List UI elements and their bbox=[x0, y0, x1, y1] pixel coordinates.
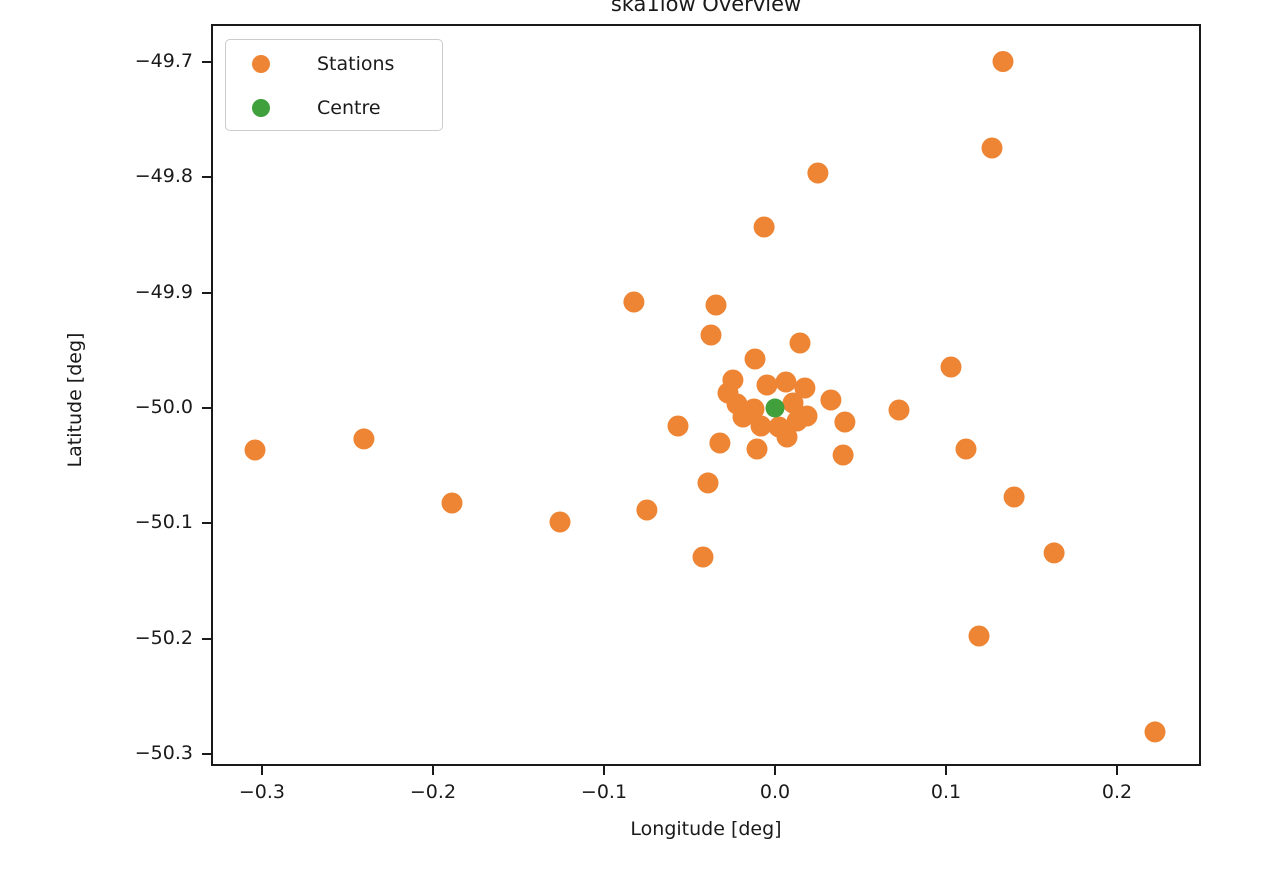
y-tick-mark bbox=[202, 753, 211, 756]
stations-point bbox=[667, 415, 689, 437]
stations-point bbox=[705, 294, 727, 316]
stations-point bbox=[744, 348, 766, 370]
stations-point bbox=[1043, 542, 1065, 564]
stations-point bbox=[636, 499, 658, 521]
y-tick-label: −50.1 bbox=[134, 511, 193, 534]
stations-point bbox=[746, 438, 768, 460]
legend: Stations Centre bbox=[225, 39, 443, 131]
stations-point bbox=[1144, 721, 1166, 743]
stations-point bbox=[750, 415, 772, 437]
x-tick-label: 0.0 bbox=[759, 781, 791, 803]
x-tick-label: 0.2 bbox=[1101, 781, 1133, 803]
stations-point bbox=[820, 389, 842, 411]
y-axis-label: Latitude [deg] bbox=[64, 332, 86, 468]
y-tick-label: −49.8 bbox=[134, 165, 193, 188]
x-tick-mark bbox=[260, 766, 263, 775]
legend-item-centre: Centre bbox=[226, 86, 442, 130]
y-tick-label: −50.3 bbox=[134, 742, 193, 765]
chart-title: ska1low Overview bbox=[610, 0, 802, 16]
y-tick-mark bbox=[202, 522, 211, 525]
y-tick-mark bbox=[202, 291, 211, 294]
y-tick-mark bbox=[202, 60, 211, 63]
x-tick-mark bbox=[774, 766, 776, 775]
stations-point bbox=[709, 432, 731, 454]
stations-point bbox=[834, 411, 856, 433]
scatter-points-canvas bbox=[244, 51, 1166, 743]
y-tick-mark bbox=[202, 176, 211, 179]
centre-marker-icon bbox=[252, 99, 270, 117]
stations-point bbox=[968, 625, 990, 647]
y-tick-label: −49.7 bbox=[134, 49, 193, 72]
y-tick-label: −49.9 bbox=[134, 280, 193, 303]
stations-point bbox=[692, 546, 714, 568]
stations-point bbox=[981, 137, 1003, 159]
stations-point bbox=[244, 439, 266, 461]
stations-point bbox=[789, 332, 811, 354]
stations-point bbox=[832, 444, 854, 466]
stations-point bbox=[732, 406, 754, 428]
stations-point bbox=[796, 405, 818, 427]
x-tick-label: −0.1 bbox=[580, 781, 628, 803]
legend-label-stations: Stations bbox=[317, 53, 395, 75]
x-tick-label: −0.3 bbox=[238, 781, 286, 803]
stations-point bbox=[807, 162, 829, 184]
stations-point bbox=[353, 428, 375, 450]
y-tick-label: −50.0 bbox=[134, 395, 193, 418]
x-axis-label: Longitude [deg] bbox=[630, 818, 782, 840]
stations-point bbox=[776, 426, 798, 448]
stations-point bbox=[549, 511, 571, 533]
stations-point bbox=[700, 324, 722, 346]
centre-point bbox=[765, 398, 785, 418]
plot-area: Stations Centre bbox=[211, 24, 1201, 766]
stations-point bbox=[697, 472, 719, 494]
x-tick-mark bbox=[1116, 766, 1119, 775]
x-tick-label: 0.1 bbox=[930, 781, 962, 803]
legend-label-centre: Centre bbox=[317, 97, 381, 119]
stations-point bbox=[775, 371, 797, 393]
y-tick-mark bbox=[202, 637, 211, 640]
stations-point bbox=[441, 492, 463, 514]
y-tick-mark bbox=[202, 406, 211, 409]
stations-point bbox=[794, 377, 816, 399]
legend-item-stations: Stations bbox=[226, 42, 442, 86]
stations-point bbox=[782, 392, 804, 414]
stations-point bbox=[955, 438, 977, 460]
stations-point bbox=[888, 399, 910, 421]
stations-point bbox=[756, 374, 778, 396]
x-tick-mark bbox=[431, 766, 434, 775]
stations-marker-icon bbox=[252, 55, 270, 73]
stations-point bbox=[623, 291, 645, 313]
stations-point bbox=[940, 356, 962, 378]
x-tick-label: −0.2 bbox=[409, 781, 457, 803]
y-tick-label: −50.2 bbox=[134, 626, 193, 649]
x-tick-mark bbox=[945, 766, 948, 775]
stations-point bbox=[1003, 486, 1025, 508]
stations-point bbox=[753, 216, 775, 238]
stations-point bbox=[992, 51, 1014, 72]
x-tick-mark bbox=[602, 766, 605, 775]
